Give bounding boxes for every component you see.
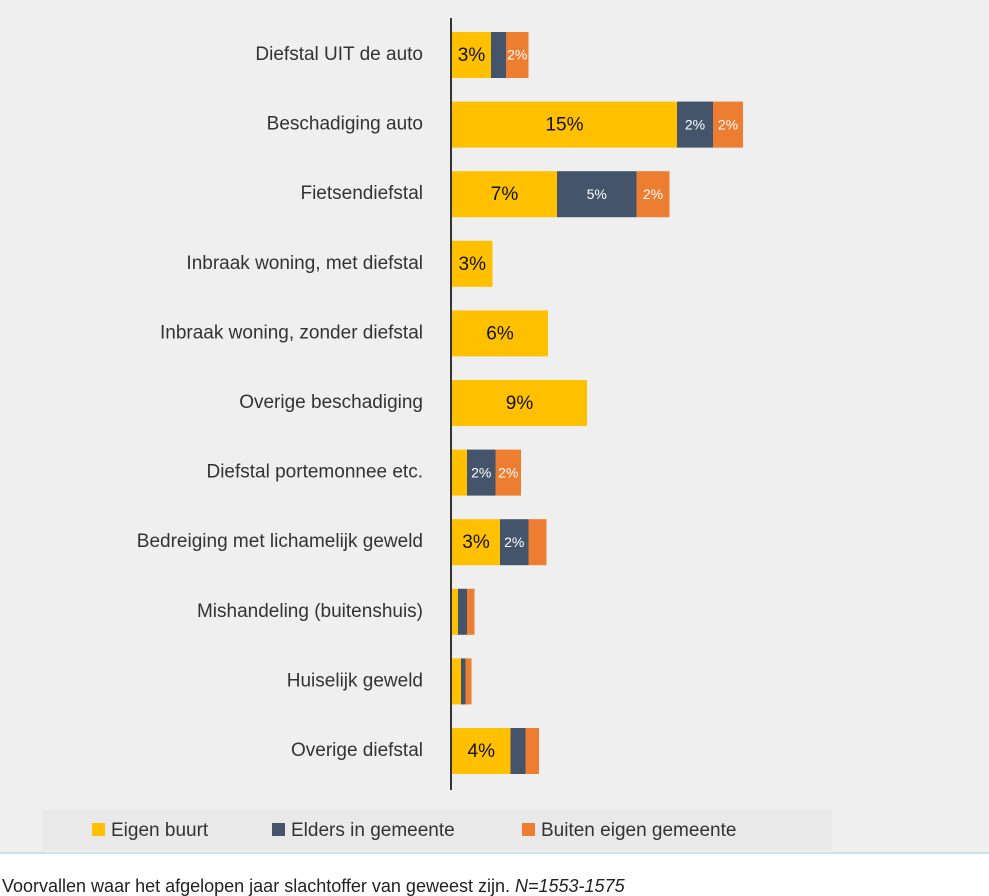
category-label: Diefstal portemonnee etc.	[206, 462, 423, 483]
category-label: Huiselijk geweld	[287, 670, 423, 691]
category-label: Beschadiging auto	[267, 114, 423, 135]
bar-segment	[467, 449, 496, 496]
value-label: 2%	[498, 464, 518, 480]
category-label: Bedreiging met lichamelijk geweld	[137, 531, 423, 552]
bar-segment	[528, 519, 547, 566]
value-label: 4%	[468, 741, 496, 762]
value-label: 2%	[507, 47, 527, 63]
legend-swatch	[272, 823, 285, 836]
value-label: 3%	[459, 254, 487, 275]
bar-segment	[465, 658, 472, 705]
value-label: 7%	[491, 184, 519, 205]
legend-box	[42, 810, 832, 850]
bar-segment	[525, 728, 539, 774]
bar-segment	[452, 519, 500, 566]
category-label: Mishandeling (buitenshuis)	[197, 601, 423, 622]
value-label: 6%	[486, 323, 514, 344]
caption: Voorvallen waar het afgelopen jaar slach…	[2, 876, 626, 896]
bar-segment	[491, 32, 506, 78]
legend-label: Buiten eigen gemeente	[541, 820, 736, 841]
category-label: Diefstal UIT de auto	[255, 44, 423, 65]
category-label: Fietsendiefstal	[300, 183, 423, 204]
value-label: 15%	[545, 115, 583, 136]
bar-segment	[452, 728, 511, 774]
value-label: 9%	[506, 393, 534, 414]
bar-segment	[458, 588, 467, 635]
bar-segment	[452, 240, 493, 287]
bar-segment	[467, 588, 475, 635]
bar-segment	[452, 310, 548, 357]
bar-segment	[506, 32, 529, 78]
value-label: 2%	[643, 186, 663, 202]
value-label: 3%	[458, 45, 486, 66]
caption-note: N=1553-1575	[515, 876, 626, 896]
value-label: 5%	[587, 186, 607, 202]
bar-segment	[495, 449, 521, 496]
bar-segment	[452, 380, 587, 426]
category-label: Overige beschadiging	[239, 392, 423, 413]
category-label: Inbraak woning, zonder diefstal	[160, 322, 423, 343]
value-label: 2%	[718, 116, 738, 132]
legend-label: Elders in gemeente	[291, 820, 455, 841]
value-label: 3%	[462, 532, 490, 553]
category-label: Overige diefstal	[291, 740, 423, 761]
value-label: 2%	[471, 464, 491, 480]
bar-segment	[452, 588, 458, 635]
bar-segment	[452, 658, 461, 705]
bar-segment	[713, 101, 743, 148]
legend-label: Eigen buurt	[111, 820, 209, 841]
bar-segment	[461, 658, 466, 705]
bar-segment	[510, 728, 526, 774]
bar-segment	[557, 171, 637, 218]
caption-text: Voorvallen waar het afgelopen jaar slach…	[2, 876, 510, 896]
bar-segment	[677, 101, 713, 148]
bar-segment	[452, 449, 467, 496]
bar-segment	[500, 519, 529, 566]
bar-segment	[452, 171, 557, 218]
bar-segment	[636, 171, 670, 218]
bar-segment	[452, 101, 677, 148]
value-label: 2%	[685, 116, 705, 132]
legend-swatch	[92, 823, 105, 836]
bar-segment	[452, 32, 491, 78]
category-label: Inbraak woning, met diefstal	[186, 253, 423, 274]
value-label: 2%	[504, 534, 524, 550]
legend-swatch	[522, 823, 535, 836]
